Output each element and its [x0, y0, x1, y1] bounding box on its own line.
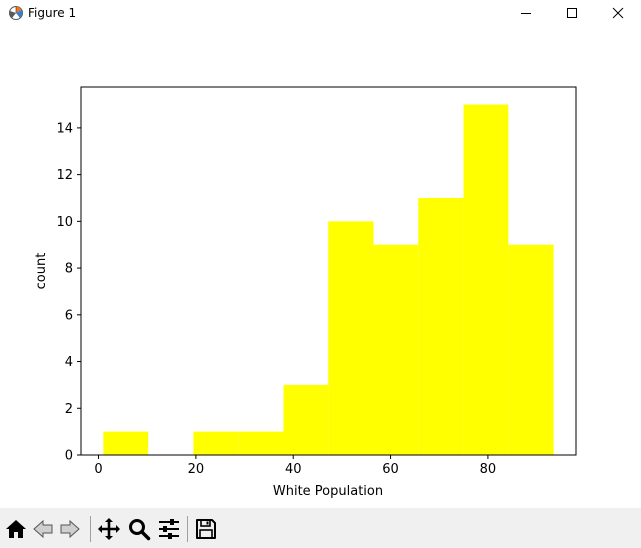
matplotlib-icon — [9, 6, 23, 20]
histogram-bar — [508, 244, 554, 455]
x-axis-label: White Population — [273, 484, 383, 499]
x-tick-label: 40 — [285, 462, 302, 477]
window-title: Figure 1 — [28, 6, 77, 20]
histogram-bar — [238, 431, 284, 455]
y-tick-label: 10 — [56, 215, 73, 230]
zoom-icon[interactable] — [127, 517, 151, 541]
y-axis-label: count — [34, 253, 49, 290]
y-tick-label: 0 — [65, 449, 73, 464]
close-icon — [612, 7, 624, 19]
y-tick-label: 12 — [56, 168, 73, 183]
x-tick-label: 80 — [480, 462, 497, 477]
x-tick-label: 20 — [188, 462, 205, 477]
axes-frame — [80, 86, 577, 456]
configure-subplots-icon[interactable] — [157, 517, 181, 541]
histogram-chart: 0 20 40 60 80 0 2 4 6 8 10 12 14 White Population co… — [34, 86, 577, 499]
pan-icon[interactable] — [97, 517, 121, 541]
title-bar[interactable]: Figure 1 — [0, 0, 641, 26]
y-tick-label: 2 — [65, 402, 73, 417]
y-tick-label: 8 — [65, 262, 73, 277]
forward-icon[interactable] — [58, 517, 82, 541]
ticks-layer: 0 20 40 60 80 0 2 4 6 8 10 12 14 — [56, 121, 496, 477]
minimize-icon — [521, 13, 531, 14]
toolbar-separator — [90, 516, 91, 542]
histogram-bar — [463, 104, 509, 456]
bars-layer — [103, 104, 554, 456]
navigation-toolbar — [0, 508, 641, 548]
histogram-bar — [373, 244, 419, 455]
y-tick-label: 6 — [65, 308, 73, 323]
x-tick-label: 60 — [382, 462, 399, 477]
y-tick-label: 14 — [56, 121, 73, 136]
close-button[interactable] — [595, 0, 641, 26]
minimize-button[interactable] — [503, 0, 549, 26]
toolbar-separator — [187, 516, 188, 542]
figure-canvas[interactable]: 0 20 40 60 80 0 2 4 6 8 10 12 14 White Population co… — [0, 26, 641, 508]
histogram-bar — [193, 431, 239, 455]
back-icon[interactable] — [31, 517, 55, 541]
histogram-bar — [328, 221, 374, 455]
home-icon[interactable] — [4, 517, 28, 541]
histogram-bar — [283, 384, 329, 455]
histogram-bar — [103, 431, 149, 455]
histogram-bar — [418, 197, 464, 455]
x-tick-label: 0 — [94, 462, 102, 477]
y-tick-label: 4 — [65, 355, 73, 370]
maximize-button[interactable] — [549, 0, 595, 26]
maximize-icon — [567, 8, 577, 18]
save-icon[interactable] — [194, 517, 218, 541]
